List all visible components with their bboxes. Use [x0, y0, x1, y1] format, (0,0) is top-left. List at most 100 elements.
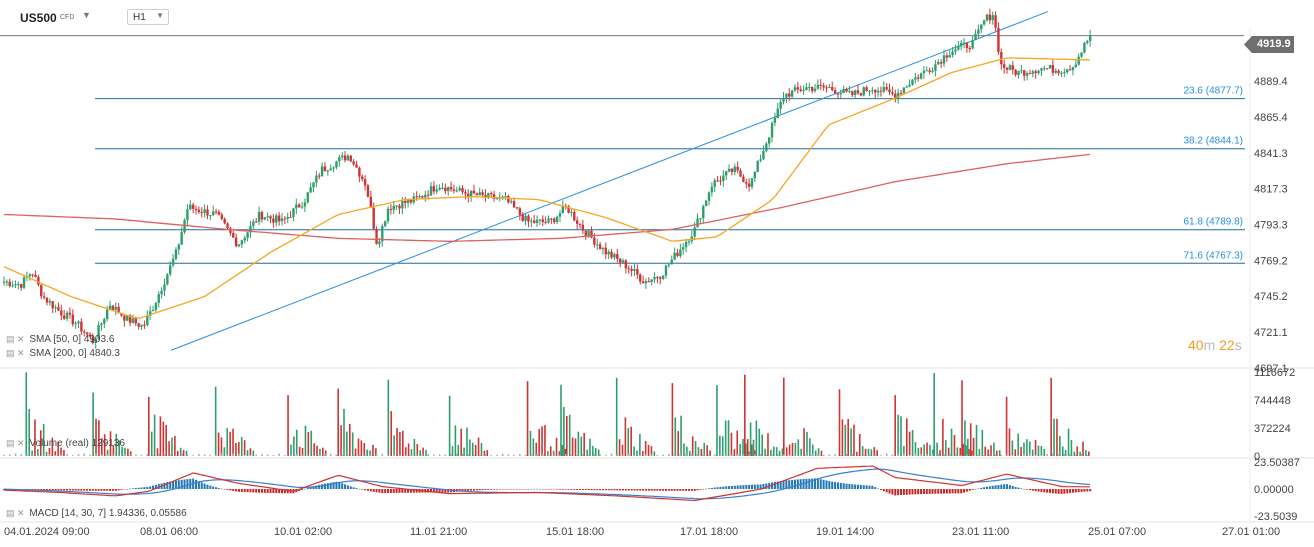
volume-bar: [536, 453, 538, 456]
candle-body: [922, 70, 926, 74]
candle-body: [828, 87, 831, 89]
macd-histogram-bar: [217, 488, 220, 489]
macd-histogram-bar: [97, 489, 100, 491]
volume-bar: [410, 449, 413, 456]
candle-body: [779, 101, 782, 109]
macd-histogram-bar: [338, 482, 341, 489]
volume-bar: [335, 454, 338, 456]
candle-body: [381, 226, 384, 242]
candle-body: [1002, 64, 1006, 68]
timeframe-selector[interactable]: H1 ▼: [127, 9, 169, 25]
legend-sma200-value: 4840.3: [89, 348, 120, 359]
macd-histogram-bar: [458, 489, 461, 492]
volume-bar: [592, 445, 594, 456]
macd-histogram-bar: [80, 489, 83, 491]
volume-bar: [817, 448, 820, 456]
legend-menu-icon[interactable]: ▤ ✕: [6, 334, 25, 344]
volume-bar: [933, 373, 935, 456]
candle-body: [624, 260, 628, 269]
macd-histogram-bar: [900, 489, 903, 496]
time-tick-label: 19.01 14:00: [816, 526, 874, 538]
legend-sma200: ▤ ✕ SMA [200, 0] 4840.3: [6, 348, 120, 359]
candle-body: [464, 192, 467, 194]
volume-bar: [413, 439, 416, 456]
volume-bar: [929, 444, 931, 456]
candle-body: [521, 214, 524, 221]
volume-bar: [1020, 446, 1022, 456]
volume-bar: [369, 450, 371, 456]
volume-bar: [811, 453, 813, 456]
candle-body: [361, 176, 364, 180]
volume-bar: [993, 442, 995, 456]
candle-body: [627, 268, 630, 270]
volume-bar: [806, 431, 808, 456]
volume-bar: [421, 453, 424, 456]
macd-histogram-bar: [197, 481, 200, 489]
volume-bar: [238, 442, 240, 456]
candle-body: [756, 160, 759, 172]
volume-bar: [118, 440, 120, 456]
candle-body: [8, 281, 11, 287]
volume-bar: [343, 408, 345, 456]
candle-body: [257, 211, 261, 222]
legend-menu-icon[interactable]: ▤ ✕: [6, 508, 25, 518]
macd-histogram-bar: [375, 489, 378, 493]
volume-bar: [702, 453, 705, 456]
candle-body: [458, 188, 461, 191]
volume-bar: [310, 430, 313, 456]
volume-bar: [618, 439, 621, 456]
macd-histogram-bar: [728, 486, 731, 489]
macd-histogram-bar: [524, 489, 527, 490]
volume-bar: [847, 418, 849, 456]
macd-histogram-bar: [834, 482, 837, 489]
legend-menu-icon[interactable]: ▤ ✕: [6, 348, 25, 358]
macd-histogram-bar: [670, 489, 673, 491]
volume-bar: [1052, 453, 1054, 456]
macd-histogram-bar: [209, 485, 212, 489]
symbol-selector[interactable]: US500: [20, 11, 57, 25]
volume-bar: [752, 439, 755, 456]
candle-body: [14, 284, 17, 286]
current-price-badge: 4919.9: [1244, 36, 1294, 53]
volume-bar: [805, 453, 808, 456]
macd-histogram-bar: [63, 489, 66, 491]
macd-histogram-bar: [349, 486, 352, 489]
macd-histogram-bar: [438, 489, 441, 493]
volume-bar: [1069, 453, 1071, 456]
macd-histogram-bar: [154, 484, 157, 489]
macd-histogram-bar: [593, 489, 596, 491]
macd-histogram-bar: [157, 484, 160, 489]
volume-bar: [552, 450, 555, 456]
macd-histogram-bar: [1034, 489, 1037, 492]
volume-bar: [223, 447, 226, 456]
volume-bar: [192, 455, 194, 456]
candle-body: [358, 167, 361, 177]
volume-bar: [1043, 448, 1046, 456]
macd-histogram-bar: [942, 489, 945, 494]
macd-histogram-bar: [851, 484, 854, 489]
volume-bar: [538, 429, 540, 456]
candle-body: [229, 228, 232, 233]
volume-bar: [150, 431, 153, 456]
volume-bar: [577, 431, 580, 456]
chevron-down-icon[interactable]: ▼: [82, 10, 91, 20]
candle-body: [722, 175, 725, 181]
volume-bar: [1050, 377, 1052, 456]
volume-bar: [1053, 418, 1055, 456]
candle-body: [736, 166, 739, 171]
price-tick-label: 4817.3: [1254, 184, 1288, 196]
candle-body: [856, 90, 860, 94]
macd-histogram-bar: [825, 480, 828, 489]
volume-bar: [674, 417, 677, 456]
volume-bar: [31, 455, 34, 456]
candle-body: [650, 279, 653, 282]
countdown-seconds: 22: [1219, 337, 1235, 353]
macd-histogram-bar: [842, 483, 845, 489]
candle-body: [845, 89, 848, 92]
candle-body: [667, 264, 671, 266]
macd-histogram-bar: [553, 489, 556, 490]
volume-bar: [597, 449, 600, 456]
legend-menu-icon[interactable]: ▤ ✕: [6, 438, 25, 448]
price-tick-label: 4865.4: [1254, 112, 1288, 124]
